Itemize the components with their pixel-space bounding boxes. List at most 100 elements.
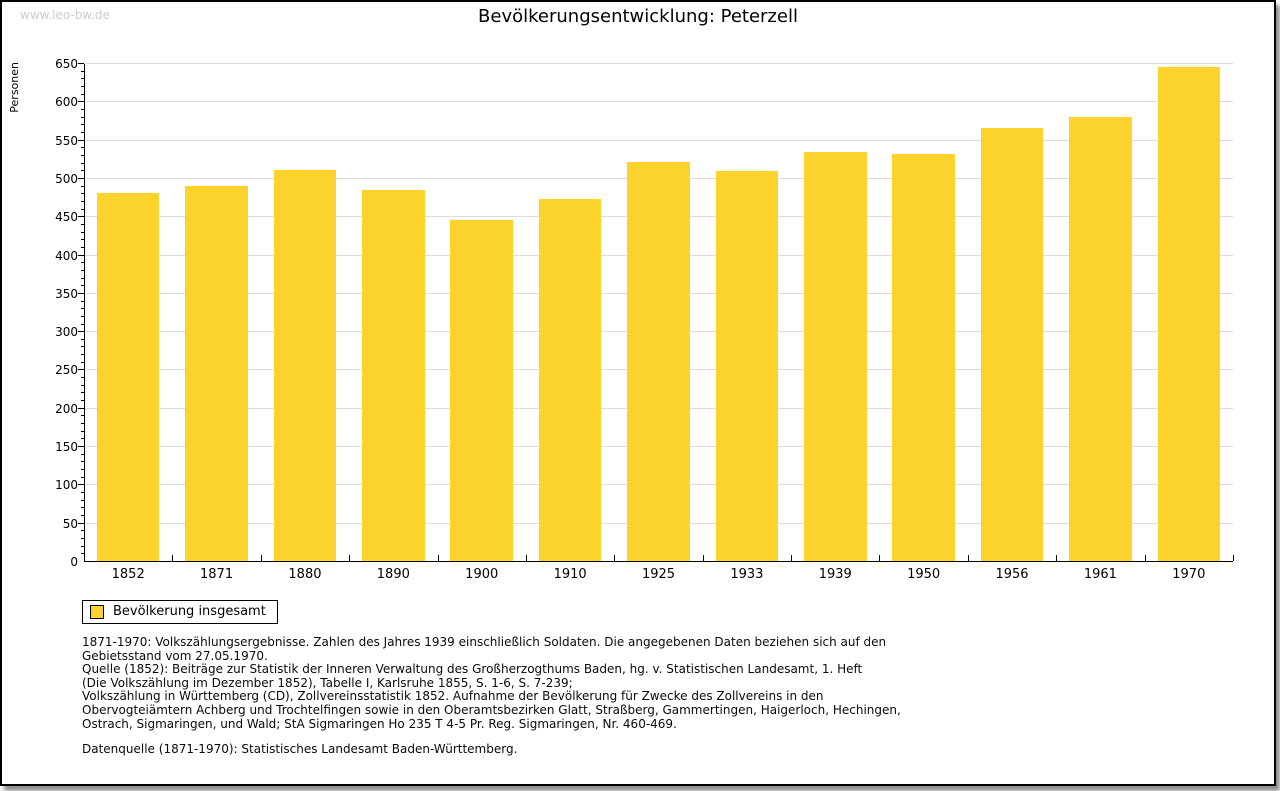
gridline (85, 63, 1233, 64)
y-minor-tick (81, 108, 84, 110)
y-minor-tick (81, 185, 84, 187)
bar-1910 (538, 199, 602, 561)
y-tick-label: 0 (70, 555, 78, 569)
y-minor-tick (81, 499, 84, 501)
y-tick-label: 500 (55, 171, 78, 186)
x-boundary-tick (1233, 555, 1234, 561)
x-tick-label: 1956 (995, 567, 1029, 582)
y-tick-label: 600 (55, 95, 78, 110)
bar-1925 (627, 161, 690, 561)
y-tick-label: 400 (55, 248, 78, 263)
x-tick-label: 1933 (730, 567, 764, 582)
y-minor-tick (81, 461, 84, 463)
y-minor-tick (81, 170, 84, 172)
x-boundary-tick (879, 555, 881, 561)
y-tick-label: 250 (55, 363, 78, 378)
y-minor-tick (81, 530, 84, 532)
y-major-tick (78, 522, 84, 524)
legend-label: Bevölkerung insgesamt (113, 604, 266, 619)
bar-1852 (96, 193, 160, 561)
y-minor-tick (81, 430, 84, 432)
y-minor-tick (81, 208, 84, 210)
y-minor-tick (81, 78, 84, 80)
y-axis-line (84, 64, 85, 562)
x-tick-label: 1880 (288, 567, 322, 582)
y-axis-label: Personen (8, 62, 21, 113)
y-minor-tick (81, 246, 84, 248)
y-minor-tick (81, 453, 84, 455)
y-major-tick (78, 331, 84, 333)
y-major-tick (78, 407, 84, 409)
y-minor-tick (81, 538, 84, 540)
x-boundary-tick (349, 555, 351, 561)
x-tick-label: 1970 (1172, 567, 1206, 582)
y-minor-tick (81, 124, 84, 126)
bar-1890 (362, 190, 425, 561)
x-boundary-tick (260, 555, 262, 561)
bar-1880 (273, 169, 337, 561)
y-minor-tick (81, 285, 84, 287)
x-tick-label: 1925 (641, 567, 676, 582)
y-minor-tick (81, 308, 84, 310)
y-major-tick (78, 369, 84, 371)
footnote-line: Volkszählung in Württemberg (CD), Zollve… (82, 689, 824, 704)
y-tick-label: 100 (55, 478, 78, 493)
y-major-tick (78, 484, 84, 486)
y-minor-tick (81, 492, 84, 494)
y-major-tick (78, 216, 84, 218)
y-minor-tick (81, 231, 84, 233)
footnote-line: 1871-1970: Volkszählungsergebnisse. Zahl… (82, 635, 887, 649)
x-tick-label: 1852 (111, 567, 145, 582)
y-minor-tick (81, 239, 84, 241)
x-axis-line (84, 561, 1233, 562)
footnote-line: Obervogteiämtern Achberg und Trochtelfin… (82, 702, 901, 717)
plot-area (78, 63, 1234, 562)
y-minor-tick (81, 147, 84, 149)
bar-1939 (804, 151, 867, 561)
x-boundary-tick (1144, 555, 1146, 561)
x-boundary-tick (614, 555, 616, 561)
y-tick-label: 150 (55, 440, 78, 455)
y-tick-label: 350 (55, 286, 78, 301)
y-major-tick (78, 101, 84, 103)
footnote-line: Quelle (1852): Beiträge zur Statistik de… (82, 662, 863, 677)
y-minor-tick (81, 400, 84, 402)
y-major-tick (78, 177, 84, 179)
y-minor-tick (81, 93, 84, 95)
y-major-tick (78, 292, 84, 294)
x-tick-label: 1900 (465, 567, 499, 582)
y-minor-tick (81, 262, 84, 264)
x-tick-label: 1910 (553, 567, 587, 582)
y-major-tick (78, 254, 84, 256)
x-boundary-tick (437, 555, 439, 561)
footnote-line: Gebietsstand vom 27.05.1970. (82, 648, 268, 663)
bar-1950 (892, 154, 955, 561)
bar-1961 (1069, 117, 1132, 561)
y-minor-tick (81, 116, 84, 118)
x-boundary-tick (525, 555, 527, 561)
y-minor-tick (81, 200, 84, 202)
y-minor-tick (81, 223, 84, 225)
y-minor-tick (81, 469, 84, 471)
x-tick-label: 1871 (200, 567, 234, 582)
y-minor-tick (81, 300, 84, 302)
x-tick-label: 1890 (376, 567, 410, 582)
datasource-note: Datenquelle (1871-1970): Statistisches L… (82, 742, 518, 756)
x-tick-label: 1961 (1083, 567, 1117, 582)
y-minor-tick (81, 193, 84, 195)
x-tick-label: 1939 (818, 567, 852, 582)
y-minor-tick (81, 269, 84, 271)
y-minor-tick (81, 131, 84, 133)
gridline (85, 139, 1233, 141)
site-watermark: www.leo-bw.de (20, 8, 110, 22)
chart-title: Bevölkerungsentwicklung: Peterzell (478, 6, 798, 27)
y-minor-tick (81, 423, 84, 425)
y-minor-tick (81, 86, 84, 87)
x-boundary-tick (791, 555, 793, 561)
y-major-tick (78, 63, 84, 64)
y-major-tick (78, 139, 84, 141)
y-minor-tick (81, 338, 84, 340)
y-minor-tick (81, 384, 84, 386)
y-tick-label: 650 (55, 57, 78, 71)
y-minor-tick (81, 476, 84, 478)
